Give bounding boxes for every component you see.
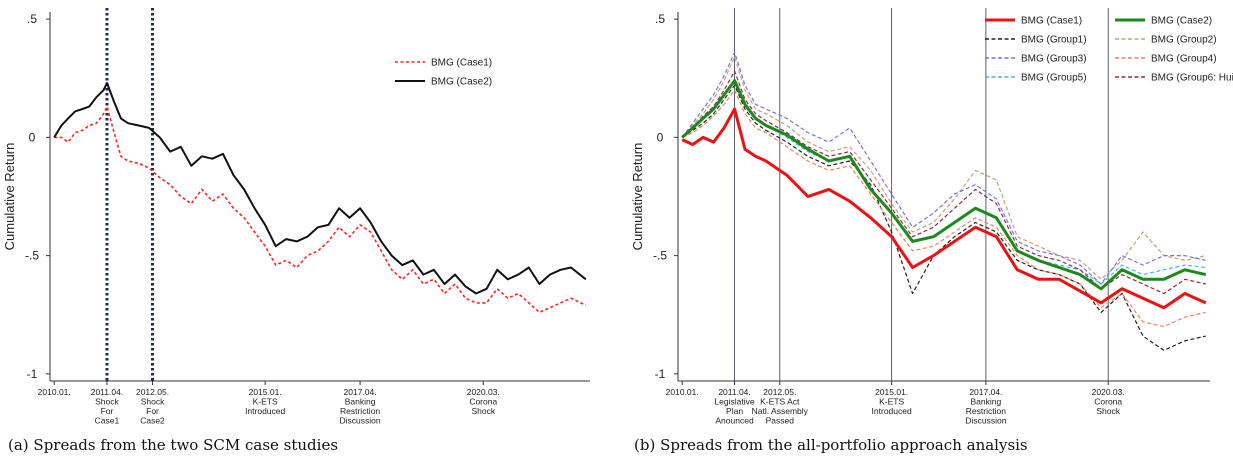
- series-line-bmg-group4: [681, 89, 1206, 328]
- x-tick-label: 2020.03.: [1092, 387, 1125, 397]
- legend-label: BMG (Case1): [431, 58, 492, 69]
- x-tick-label: Banking: [971, 397, 1002, 407]
- x-tick-label: Corona: [1094, 397, 1122, 407]
- x-tick-label: 2010.01.: [38, 387, 71, 397]
- x-tick-label: Shock: [141, 397, 165, 407]
- x-tick-label: Introduced: [245, 406, 285, 416]
- x-tick-label: Anounced: [715, 416, 754, 426]
- legend-label: BMG (Group4): [1151, 54, 1217, 65]
- x-tick-label: Banking: [345, 397, 376, 407]
- x-tick-label: Restriction: [340, 406, 380, 416]
- series-line-bmg-case2: [681, 79, 1207, 291]
- legend-label: BMG (Group1): [1021, 35, 1087, 46]
- x-tick-label: 2015.01.: [249, 387, 282, 397]
- chart-panel-a: .5 0 -.5 -1 Cumulative Return 2010.01. 2011.04…: [0, 0, 616, 459]
- legend-label: BMG (Group6: Huij): [1151, 73, 1233, 84]
- x-tick-label: Discussion: [340, 416, 381, 426]
- y-axis-label: Cumulative Return: [630, 143, 645, 251]
- legend-label: BMG (Group2): [1151, 35, 1217, 46]
- x-tick-label: 2012.05.: [763, 387, 796, 397]
- series-line-bmg-group3: [681, 51, 1206, 285]
- y-tick-label: -.5: [653, 249, 667, 263]
- legend-label: BMG (Group5): [1021, 73, 1087, 84]
- chart-a-svg: .5 0 -.5 -1 Cumulative Return 2010.01. 2011.04…: [2, 8, 590, 426]
- x-tick-label: 2017.04.: [344, 387, 377, 397]
- y-tick-label: .5: [655, 12, 665, 26]
- series-line-bmg-group6-huij: [681, 70, 1206, 295]
- x-tick-label: Corona: [469, 397, 497, 407]
- x-tick-label: For: [101, 406, 114, 416]
- series-line-bmg-case2: [53, 82, 587, 295]
- caption-a: (a) Spreads from the two SCM case studie…: [8, 436, 339, 454]
- x-tick-label: 2010.01.: [666, 387, 699, 397]
- x-tick-label: 2011.04.: [718, 387, 750, 397]
- x-tick-label: 2015.01.: [875, 387, 908, 397]
- x-tick-label: K-ETS: [879, 397, 904, 407]
- chart-b-svg: .5 0 -.5 -1 Cumulative Return 2010.01. 2011.04…: [630, 8, 1233, 426]
- series-line-bmg-case1: [54, 105, 587, 314]
- y-tick-label: 0: [657, 130, 664, 144]
- x-tick-label: Case2: [140, 416, 165, 426]
- x-tick-label: Plan: [726, 406, 743, 416]
- legend-label: BMG (Case1): [1021, 16, 1082, 27]
- x-tick-label: Legislative: [714, 397, 754, 407]
- x-tick-label: Discussion: [965, 416, 1006, 426]
- x-tick-label: Case1: [95, 416, 120, 426]
- x-tick-label: Passed: [766, 416, 795, 426]
- x-tick-label: 2017.04.: [969, 387, 1002, 397]
- series-line-bmg-group1: [681, 84, 1206, 351]
- x-tick-label: Natl. Assembly: [752, 406, 809, 416]
- x-tick-label: For: [146, 406, 159, 416]
- y-axis-label: Cumulative Return: [2, 143, 17, 251]
- x-tick-label: 2012.05.: [136, 387, 169, 397]
- caption-b: (b) Spreads from the all-portfolio appro…: [634, 436, 1028, 454]
- x-tick-label: K-ETS Act: [760, 397, 800, 407]
- legend-label: BMG (Case2): [431, 77, 492, 88]
- x-tick-label: Shock: [1096, 406, 1120, 416]
- x-tick-label: K-ETS: [253, 397, 278, 407]
- x-tick-label: 2011.04.: [91, 387, 123, 397]
- x-tick-label: Restriction: [966, 406, 1006, 416]
- y-tick-label: -1: [27, 367, 38, 381]
- legend-label: BMG (Group3): [1021, 54, 1087, 65]
- chart-panel-b: .5 0 -.5 -1 Cumulative Return 2010.01. 2011.04…: [620, 0, 1233, 459]
- y-tick-label: .5: [27, 12, 37, 26]
- series-line-bmg-group2: [681, 56, 1206, 280]
- legend-label: BMG (Case2): [1151, 16, 1212, 27]
- x-tick-label: Shock: [471, 406, 495, 416]
- x-tick-label: Introduced: [872, 406, 912, 416]
- series-line-bmg-case1: [681, 107, 1207, 310]
- y-tick-label: -.5: [25, 249, 39, 263]
- y-tick-label: 0: [29, 130, 36, 144]
- x-tick-label: Shock: [95, 397, 119, 407]
- y-tick-label: -1: [655, 367, 666, 381]
- x-tick-label: 2020.03.: [467, 387, 500, 397]
